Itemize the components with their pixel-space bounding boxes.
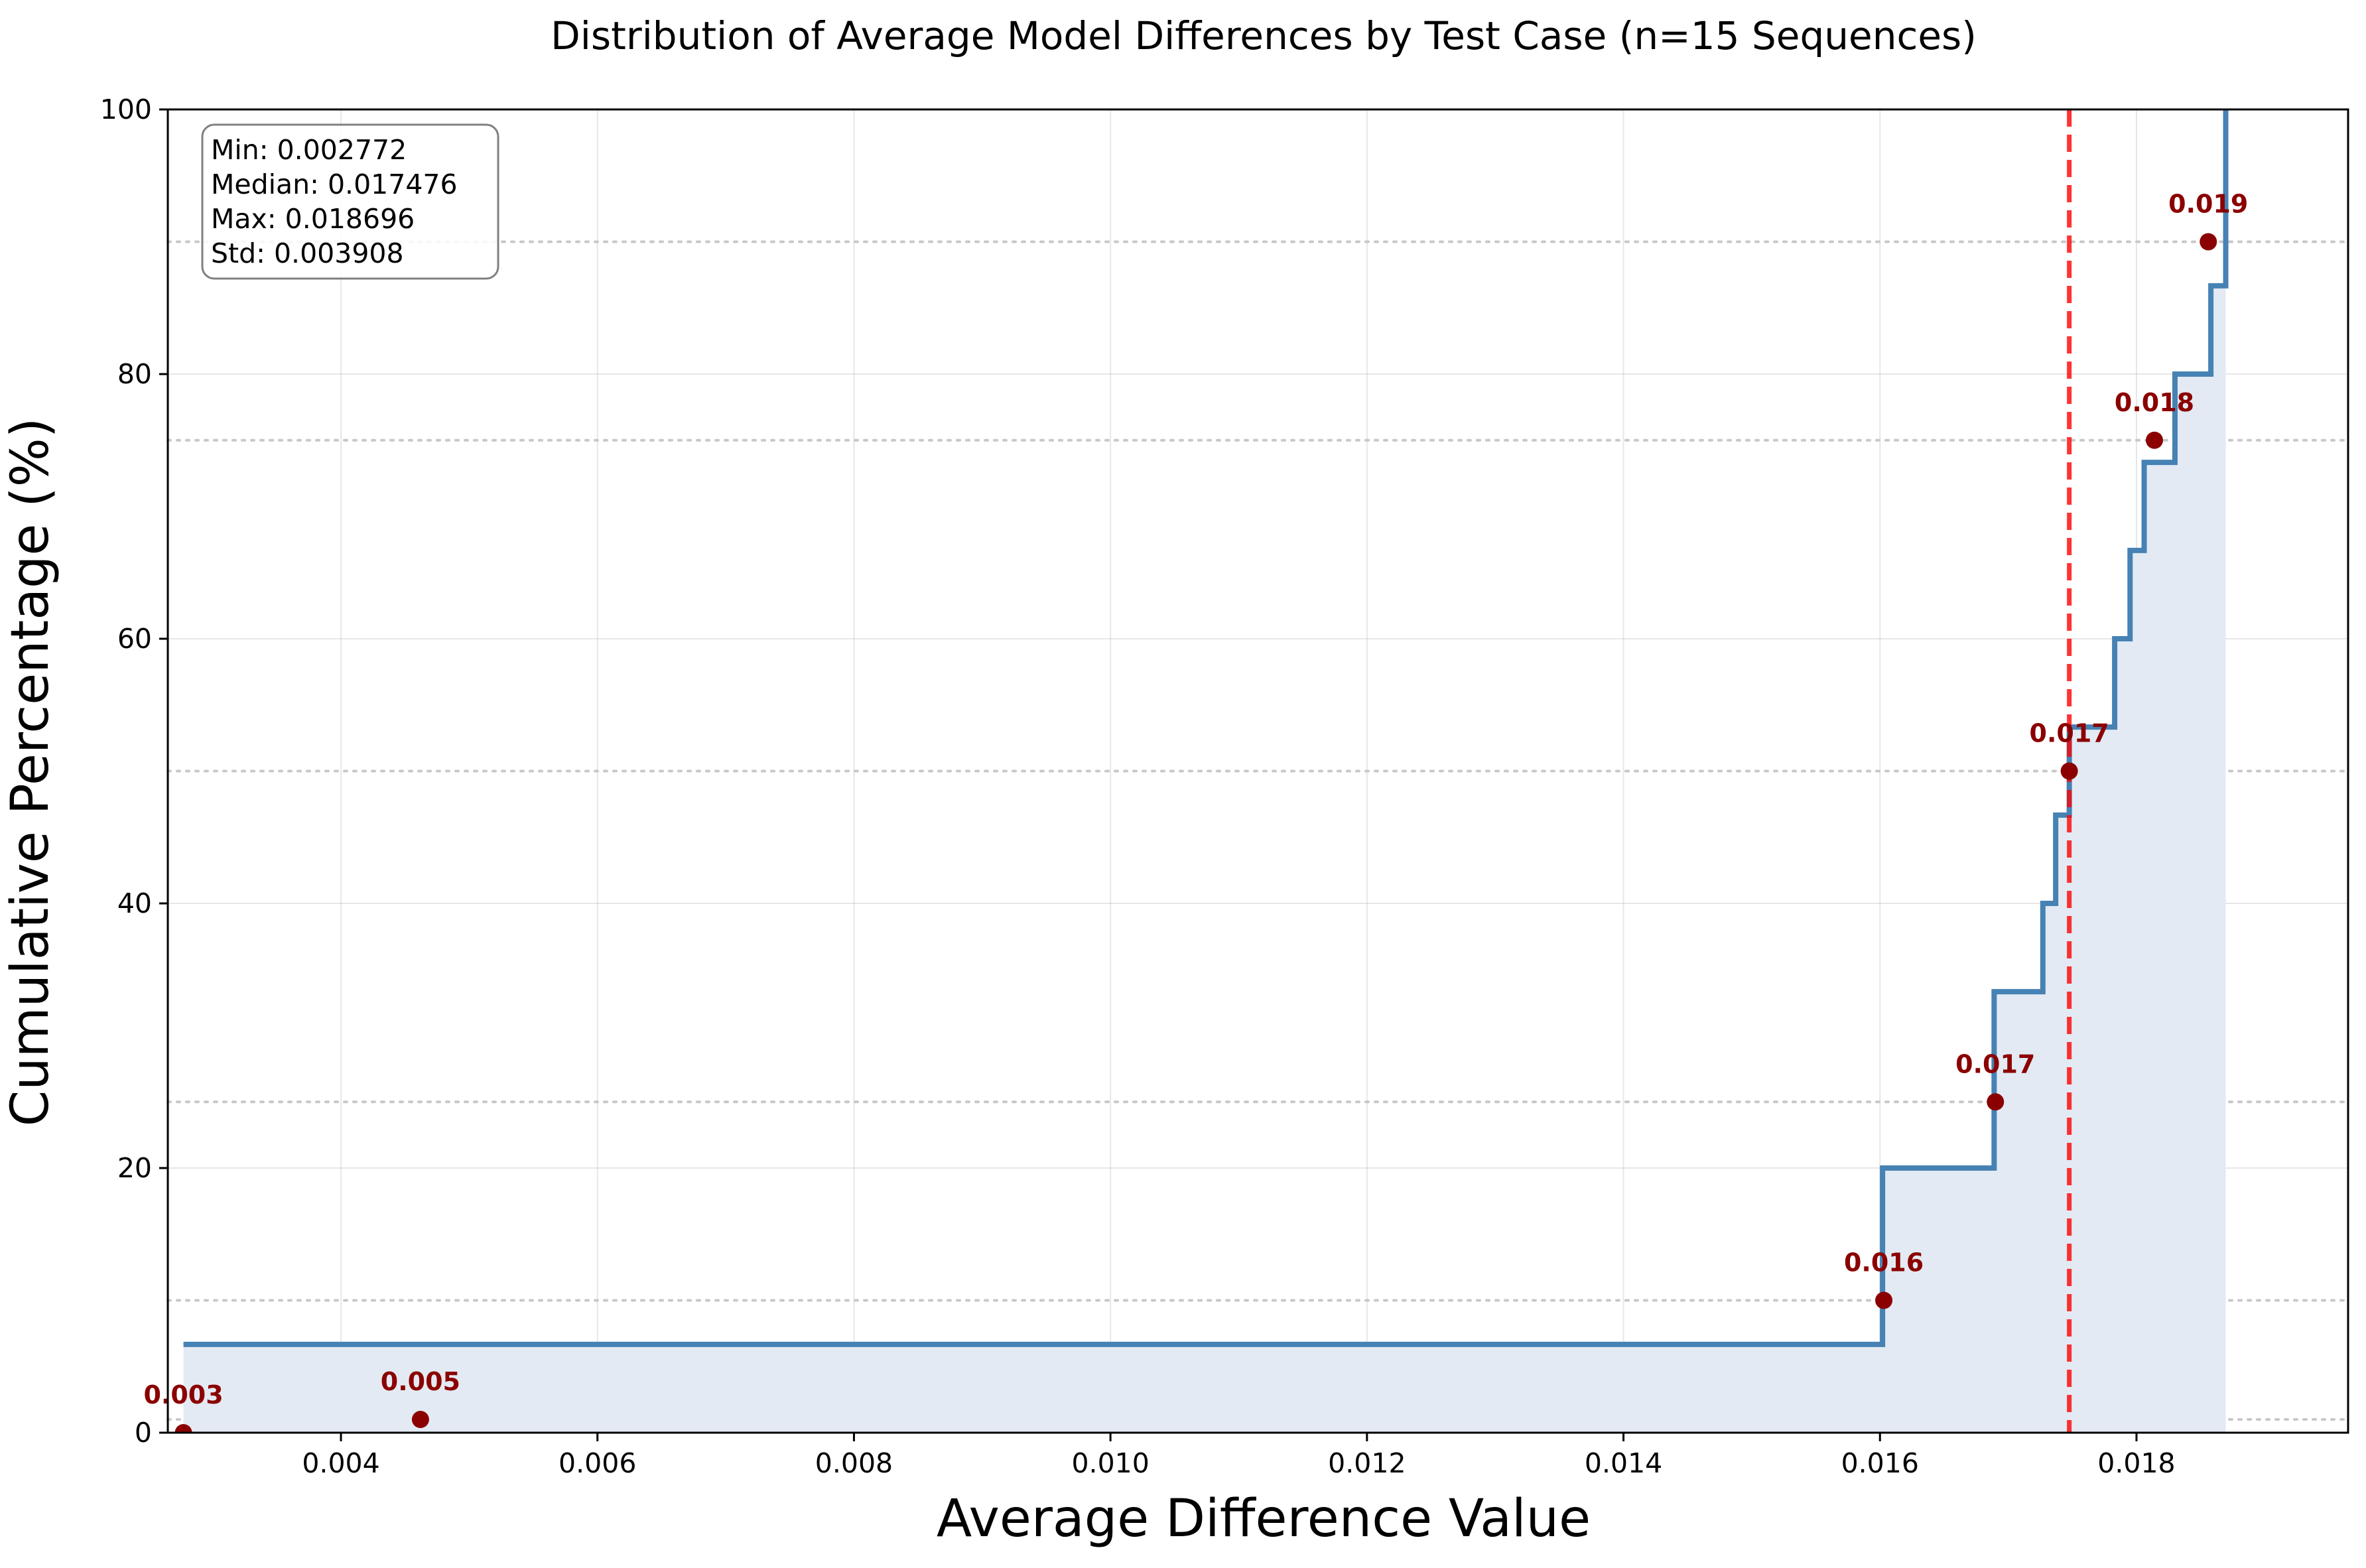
y-tick-label-5: 100: [100, 94, 152, 125]
percentile-label-6: 0.019: [2168, 190, 2248, 219]
percentile-marker-5: [2146, 431, 2164, 449]
x-tick-label-7: 0.018: [2097, 1447, 2175, 1479]
y-tick-label-3: 60: [117, 623, 152, 655]
axes-frame: [166, 108, 2349, 1434]
y-tick-label-4: 80: [117, 358, 152, 390]
y-tick-label-1: 20: [117, 1152, 152, 1184]
x-tick-label-1: 0.006: [559, 1447, 636, 1479]
percentile-marker-6: [2200, 233, 2217, 251]
percentile-label-0: 0.003: [143, 1380, 223, 1409]
percentile-label-1: 0.005: [381, 1367, 460, 1396]
y-tick-label-2: 40: [117, 887, 152, 919]
stats-line-2: Max: 0.018696: [211, 203, 415, 235]
percentile-label-2: 0.016: [1844, 1248, 1924, 1277]
percentile-marker-4: [2060, 762, 2078, 780]
x-axis-label: Average Difference Value: [937, 1489, 1591, 1549]
chart-title: Distribution of Average Model Difference…: [551, 13, 1977, 58]
x-tick-label-3: 0.010: [1071, 1447, 1149, 1479]
x-tick-label-0: 0.004: [302, 1447, 379, 1479]
x-tick-label-5: 0.014: [1585, 1447, 1662, 1479]
percentile-label-5: 0.018: [2115, 388, 2194, 417]
stats-line-1: Median: 0.017476: [211, 168, 458, 200]
percentile-label-4: 0.017: [2030, 719, 2109, 748]
x-tick-label-6: 0.016: [1841, 1447, 1919, 1479]
percentile-marker-2: [1875, 1291, 1893, 1309]
percentile-marker-1: [411, 1411, 429, 1429]
stats-line-0: Min: 0.002772: [211, 134, 407, 166]
stats-box-frame: [201, 123, 499, 280]
stats-line-3: Std: 0.003908: [211, 237, 404, 269]
percentile-marker-3: [1987, 1093, 2005, 1111]
y-tick-label-0: 0: [135, 1417, 152, 1449]
y-axis-label: Cumulative Percentage (%): [1, 418, 60, 1127]
percentile-marker-0: [174, 1424, 192, 1433]
percentile-label-3: 0.017: [1955, 1049, 2035, 1078]
ecdf-fill: [183, 109, 2226, 1433]
ecdf-step-line: [183, 109, 2229, 1347]
plot-area: 0.003 0.005 0.016 0.017 0.017 0.018 0.019 0.004…: [100, 94, 2349, 1479]
x-tick-label-4: 0.012: [1328, 1447, 1406, 1479]
x-tick-label-2: 0.008: [815, 1447, 893, 1479]
